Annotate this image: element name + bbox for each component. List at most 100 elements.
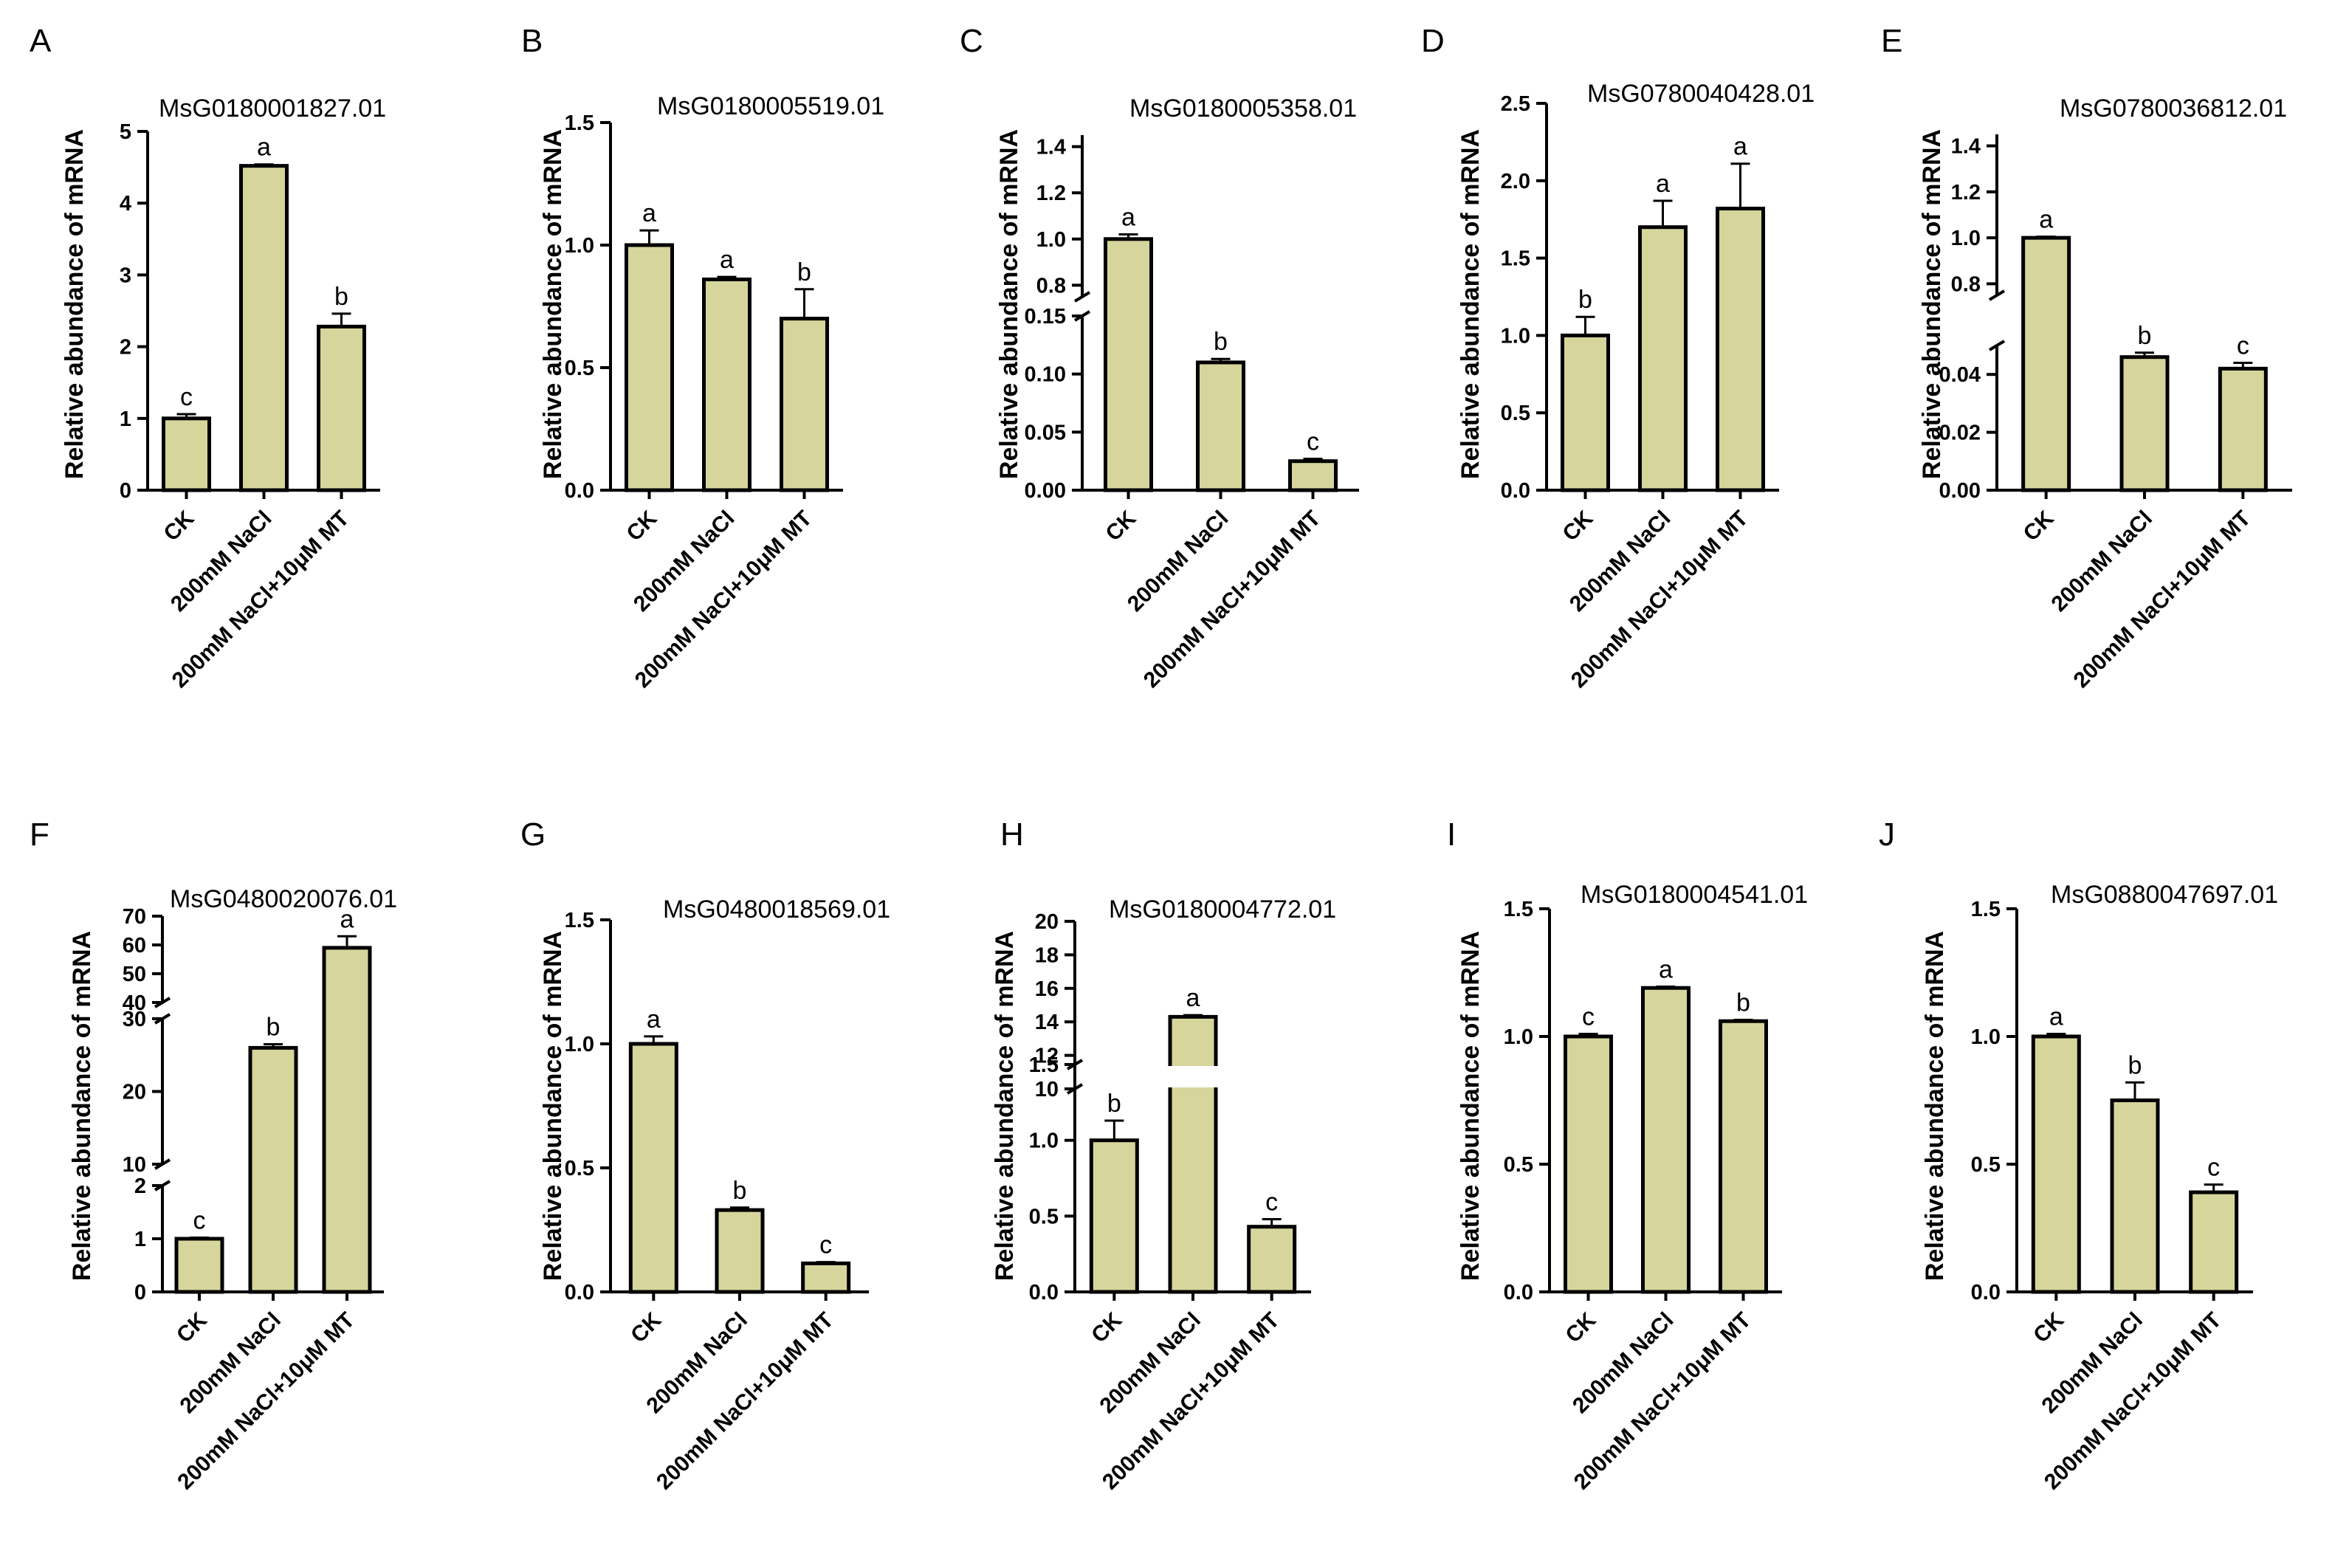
panel-e: E MsG0780036812.01 Relative abundance of m… bbox=[1881, 23, 2292, 692]
y-tick-label: 70 bbox=[123, 905, 146, 929]
chart-title: MsG0480018569.01 bbox=[663, 895, 890, 924]
y-tick-label: 0.8 bbox=[1036, 274, 1066, 298]
bar-1 bbox=[174, 1237, 224, 1294]
bar-3 bbox=[1288, 459, 1338, 492]
bar-2 bbox=[239, 164, 289, 492]
panel-d: D MsG0780040428.01 Relative abundance of m… bbox=[1421, 23, 1815, 692]
significance-letter: b bbox=[733, 1177, 747, 1205]
y-tick-label: 2 bbox=[134, 1175, 146, 1198]
bar-2 bbox=[1196, 360, 1245, 492]
panel-letter: A bbox=[30, 23, 52, 59]
y-tick-label: 60 bbox=[123, 934, 146, 957]
y-axis-label: Relative abundance of mRNA bbox=[995, 129, 1023, 479]
y-tick-label: 0 bbox=[134, 1281, 146, 1304]
bar-3 bbox=[2218, 366, 2268, 492]
y-tick-label: 1.0 bbox=[1971, 1025, 2001, 1049]
bar-3 bbox=[1719, 1019, 1768, 1294]
panel-letter: C bbox=[960, 23, 983, 59]
y-tick-label: 1.0 bbox=[1951, 227, 1981, 250]
y-tick-label: 1.0 bbox=[1036, 228, 1066, 252]
y-tick-label: 18 bbox=[1035, 943, 1059, 967]
y-tick-label: 10 bbox=[1035, 1078, 1059, 1101]
y-tick-label: 1 bbox=[134, 1228, 146, 1251]
bar-1 bbox=[1564, 1034, 1613, 1294]
y-tick-label: 0.8 bbox=[1951, 272, 1981, 296]
axis-break-mark bbox=[154, 1013, 171, 1025]
y-tick-label: 12 bbox=[1035, 1045, 1059, 1068]
y-tick-label: 1.5 bbox=[565, 909, 594, 932]
y-tick-label: 1.4 bbox=[1951, 135, 1981, 159]
bar-3 bbox=[1716, 207, 1765, 492]
y-tick-label: 16 bbox=[1035, 977, 1059, 1001]
significance-letter: a bbox=[1733, 133, 1747, 161]
y-tick-label: 2.5 bbox=[1501, 92, 1530, 116]
y-tick-label: 0.02 bbox=[1939, 422, 1981, 445]
significance-letter: a bbox=[1659, 956, 1673, 984]
panel-letter: I bbox=[1447, 816, 1456, 853]
y-tick-label: 0.00 bbox=[1025, 479, 1066, 503]
significance-letter: a bbox=[1656, 170, 1670, 198]
chart-title: MsG0480020076.01 bbox=[170, 885, 397, 913]
y-tick-label: 1.5 bbox=[565, 111, 594, 135]
bar-1 bbox=[1561, 333, 1610, 492]
x-tick-label: CK bbox=[2029, 1307, 2068, 1347]
significance-letter: c bbox=[1582, 1003, 1595, 1031]
chart-title: MsG0180005519.01 bbox=[657, 92, 884, 120]
significance-letter: b bbox=[266, 1013, 281, 1041]
y-tick-label: 4 bbox=[120, 192, 131, 216]
bar-2 bbox=[702, 277, 752, 492]
significance-letter: a bbox=[340, 905, 354, 933]
x-tick-label: CK bbox=[159, 506, 199, 546]
y-tick-label: 1 bbox=[120, 408, 131, 431]
chart-title: MsG0180004541.01 bbox=[1581, 881, 1808, 909]
significance-letter: a bbox=[2039, 206, 2053, 234]
x-tick-label: 200mM NaCl+10μM MT bbox=[2069, 506, 2256, 693]
bar-2 bbox=[2119, 355, 2170, 492]
y-tick-label: 0.0 bbox=[1971, 1281, 2001, 1304]
x-tick-label: CK bbox=[622, 506, 661, 546]
bar-3 bbox=[801, 1261, 851, 1294]
panel-g: G MsG0480018569.01 Relative abundance of m… bbox=[520, 816, 890, 1494]
bar-1 bbox=[1104, 237, 1153, 492]
bar-2 bbox=[2110, 1098, 2160, 1294]
x-tick-label: 200mM NaCl+10μM MT bbox=[652, 1308, 839, 1495]
y-tick-label: 0.5 bbox=[1501, 402, 1530, 425]
significance-letter: a bbox=[1121, 204, 1135, 232]
significance-letter: b bbox=[2138, 322, 2152, 350]
y-axis-label: Relative abundance of mRNA bbox=[991, 931, 1019, 1281]
panel-i: I MsG0180004541.01 Relative abundance of m… bbox=[1447, 816, 1808, 1494]
y-tick-label: 0.0 bbox=[1501, 479, 1530, 503]
y-axis-label: Relative abundance of mRNA bbox=[539, 129, 567, 479]
panel-f: F MsG0480020076.01 Relative abundance of m… bbox=[30, 816, 397, 1494]
significance-letter: c bbox=[193, 1207, 206, 1235]
bar-1 bbox=[1089, 1138, 1139, 1294]
y-axis-label: Relative abundance of mRNA bbox=[61, 129, 89, 479]
y-tick-label: 0.5 bbox=[1971, 1153, 2001, 1177]
bar-2 bbox=[1641, 986, 1691, 1294]
panel-letter: F bbox=[30, 816, 49, 853]
y-tick-label: 0.5 bbox=[565, 357, 594, 380]
significance-letter: c bbox=[2207, 1154, 2220, 1182]
panel-letter: J bbox=[1879, 816, 1895, 853]
y-tick-label: 0.05 bbox=[1025, 421, 1066, 444]
panel-c: C MsG0180005358.01 Relative abundance of m… bbox=[960, 23, 1359, 692]
y-tick-label: 1.0 bbox=[565, 1033, 594, 1056]
panel-letter: D bbox=[1421, 23, 1445, 59]
significance-letter: a bbox=[642, 199, 656, 227]
y-tick-label: 3 bbox=[120, 264, 131, 287]
significance-letter: c bbox=[1265, 1188, 1278, 1216]
y-tick-label: 0.0 bbox=[1504, 1281, 1533, 1304]
y-axis-label: Relative abundance of mRNA bbox=[539, 931, 567, 1281]
y-tick-label: 0.0 bbox=[1029, 1281, 1059, 1304]
y-axis-label: Relative abundance of mRNA bbox=[1456, 931, 1485, 1281]
bar-2 bbox=[248, 1045, 298, 1294]
bar-1 bbox=[162, 416, 211, 492]
x-tick-label: 200mM NaCl bbox=[2046, 506, 2156, 616]
y-tick-label: 14 bbox=[1035, 1011, 1059, 1034]
y-tick-label: 1.0 bbox=[565, 234, 594, 258]
y-tick-label: 1.5 bbox=[1501, 247, 1530, 271]
y-tick-label: 0.15 bbox=[1025, 305, 1066, 329]
bar-1 bbox=[625, 243, 674, 492]
x-tick-label: CK bbox=[1087, 1307, 1127, 1347]
panel-letter: E bbox=[1881, 23, 1902, 59]
